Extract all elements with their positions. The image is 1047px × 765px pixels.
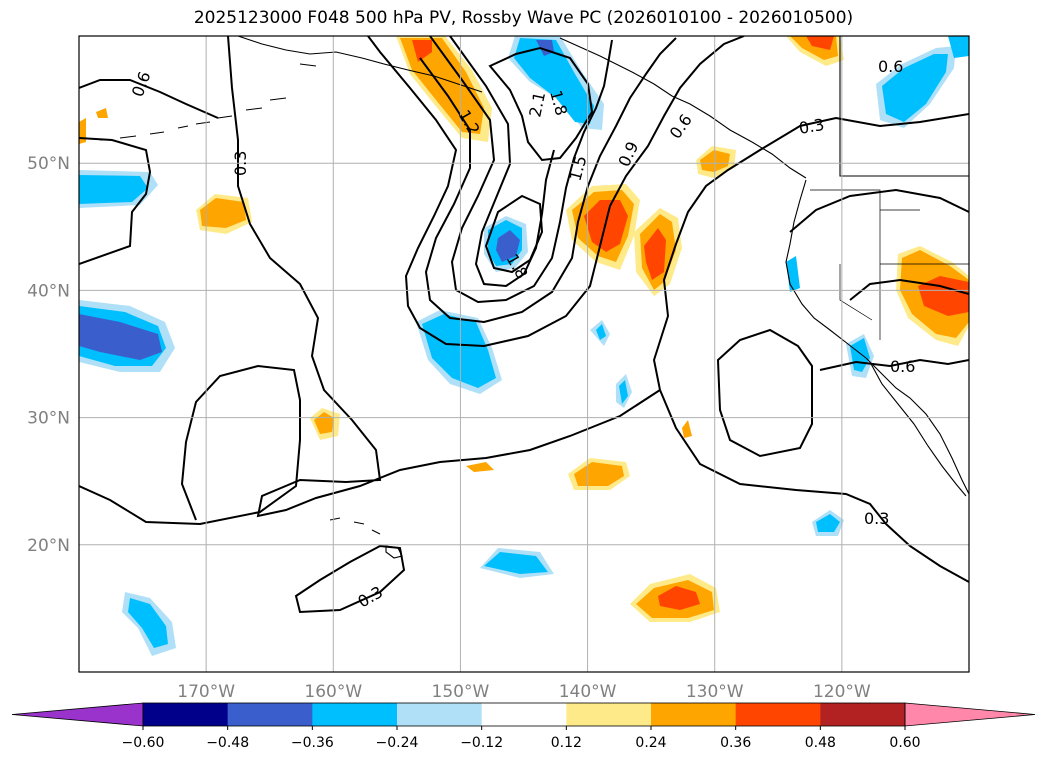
positive-anomaly-region bbox=[200, 198, 246, 228]
contour-label: 2.1 bbox=[525, 90, 549, 119]
positive-anomaly-region bbox=[412, 40, 432, 62]
chart-title: 2025123000 F048 500 hPa PV, Rossby Wave … bbox=[193, 8, 854, 28]
contour-0-6-mex bbox=[819, 358, 969, 371]
colorbar-tick-label: −0.48 bbox=[206, 735, 249, 751]
negative-anomaly-region bbox=[496, 230, 520, 262]
negative-anomaly-region bbox=[882, 54, 948, 122]
longitude-label: 120°W bbox=[813, 682, 871, 702]
colorbar-cell bbox=[735, 703, 821, 726]
hawaii-islands bbox=[329, 517, 403, 559]
negative-anomaly-region bbox=[816, 514, 840, 532]
trough-2 bbox=[419, 37, 677, 324]
contour-0-6-east bbox=[789, 188, 969, 233]
alaska-coast bbox=[237, 36, 483, 93]
trough-outer bbox=[367, 36, 745, 348]
negative-anomaly-region bbox=[79, 314, 162, 360]
colorbar-tick-label: 0.24 bbox=[635, 735, 666, 751]
positive-anomaly-region bbox=[682, 420, 692, 438]
colorbar-cell bbox=[566, 703, 652, 726]
trough-3 bbox=[429, 36, 613, 304]
contour-label: 0.3 bbox=[797, 115, 825, 138]
colorbar-cell bbox=[481, 703, 567, 726]
positive-anomaly-region bbox=[574, 462, 624, 486]
baja-california bbox=[869, 361, 967, 497]
longitude-label: 130°W bbox=[686, 682, 744, 702]
contour-0-6-northwest bbox=[79, 79, 219, 119]
colorbar-tick-label: −0.12 bbox=[460, 735, 503, 751]
colorbar-cell bbox=[397, 703, 483, 726]
positive-anomaly-region bbox=[644, 228, 666, 280]
colorbar-tick-label: 0.48 bbox=[805, 735, 836, 751]
latitude-labels: 50°N 40°N 30°N 20°N bbox=[27, 154, 70, 556]
contour-labels: 0.6 0.3 1.2 2.1 1.8 1.5 0.9 0.6 0.3 0.6 … bbox=[128, 57, 916, 611]
colorbar-cell bbox=[227, 703, 313, 726]
positive-anomaly-region bbox=[79, 118, 86, 144]
longitude-label: 140°W bbox=[559, 682, 617, 702]
colorbar-cell bbox=[312, 703, 398, 726]
latitude-label: 50°N bbox=[27, 154, 70, 174]
contour-0-3-east bbox=[652, 113, 969, 391]
latitude-label: 30°N bbox=[27, 409, 70, 429]
positive-anomaly-region bbox=[466, 462, 494, 472]
negative-anomaly-region bbox=[484, 552, 548, 574]
colorbar-cell bbox=[651, 703, 737, 726]
contour-label: 0.3 bbox=[231, 151, 250, 176]
map-frame bbox=[78, 35, 970, 673]
negative-anomaly-region bbox=[79, 175, 148, 204]
colorbar: −0.60 −0.48 −0.36 −0.24 −0.12 0.12 0.24 0.36 0.4… bbox=[11, 702, 1036, 751]
contour-label: 0.6 bbox=[878, 57, 903, 76]
negative-anomaly-region bbox=[514, 38, 594, 124]
pv-contours bbox=[79, 36, 969, 614]
negative-anomaly-region bbox=[948, 36, 969, 58]
longitude-label: 160°W bbox=[304, 682, 362, 702]
trough-cutoff bbox=[484, 194, 544, 274]
colorbar-tick-label: 0.36 bbox=[720, 735, 751, 751]
contour-label: 0.6 bbox=[890, 357, 915, 376]
latitude-label: 20°N bbox=[27, 536, 70, 556]
positive-anomaly-region bbox=[96, 108, 108, 118]
longitude-label: 170°W bbox=[177, 682, 235, 702]
trough-inner bbox=[488, 46, 594, 162]
negative-anomaly-region bbox=[596, 324, 606, 340]
great-lakes-border bbox=[839, 36, 969, 177]
colorbar-tick-label: −0.60 bbox=[122, 735, 165, 751]
colorbar-tick-label: −0.24 bbox=[376, 735, 419, 751]
colorbar-extend-high bbox=[904, 702, 1036, 727]
positive-anomaly-region bbox=[918, 276, 969, 316]
latitude-label: 40°N bbox=[27, 281, 70, 301]
contour-0-3-main bbox=[227, 36, 661, 518]
longitude-label: 150°W bbox=[432, 682, 490, 702]
contour-0-3-west bbox=[79, 137, 152, 265]
longitude-labels: 170°W 160°W 150°W 140°W 130°W 120°W bbox=[177, 682, 871, 702]
colorbar-tick-label: 0.60 bbox=[889, 735, 920, 751]
coastlines bbox=[100, 36, 969, 559]
contour-label: 0.3 bbox=[864, 509, 889, 528]
colorbar-cell bbox=[820, 703, 906, 726]
contour-0-6-california bbox=[849, 278, 969, 301]
positive-anomaly-region bbox=[658, 586, 700, 610]
contour-0-3-south bbox=[294, 544, 406, 614]
graticule bbox=[79, 36, 969, 672]
negative-anomaly-region bbox=[619, 380, 628, 404]
positive-anomaly-region bbox=[400, 38, 484, 134]
colorbar-extend-low bbox=[11, 702, 144, 727]
colorbar-cell bbox=[143, 703, 229, 726]
bc-coast bbox=[559, 37, 807, 179]
us-west-coast bbox=[785, 179, 969, 495]
positive-anomaly-region bbox=[806, 36, 834, 50]
contour-0-3-ridge-big bbox=[659, 389, 969, 583]
contour-0-6-ridge bbox=[716, 328, 813, 458]
negative-anomaly-region bbox=[422, 314, 496, 388]
colorbar-tick-label: −0.36 bbox=[291, 735, 334, 751]
colorbar-tick-label: 0.12 bbox=[551, 735, 582, 751]
negative-anomaly-region bbox=[128, 598, 168, 648]
contour-0-3-loop bbox=[79, 364, 301, 526]
state-borders bbox=[810, 189, 969, 340]
pv-anomaly-fills bbox=[79, 36, 969, 656]
colorbar-outline bbox=[142, 702, 906, 727]
